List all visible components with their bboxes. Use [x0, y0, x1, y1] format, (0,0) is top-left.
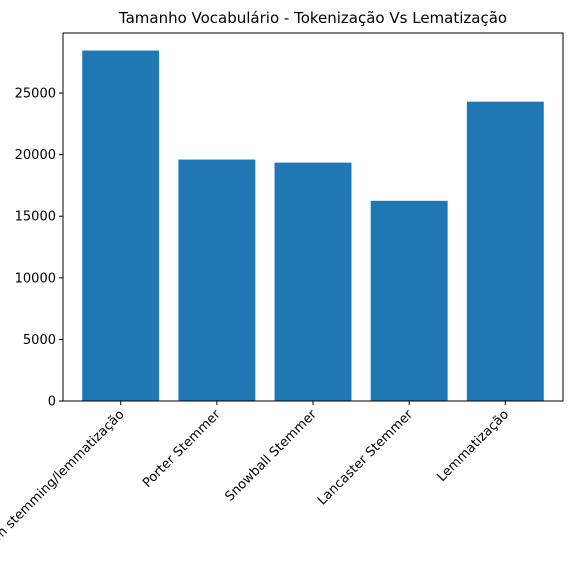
y-tick-label-5: 25000 [15, 87, 56, 102]
plot-frame [62, 32, 564, 402]
chart-title: Tamanho Vocabulário - Tokenização Vs Lem… [118, 9, 507, 27]
x-tick-label-3: Lancaster Stemmer [315, 407, 417, 509]
x-tick-label-0: Sem stemming/lemmatização [0, 407, 128, 555]
y-tick-label-2: 10000 [15, 271, 56, 286]
y-axis: 0 5000 10000 15000 20000 25000 [15, 87, 63, 410]
y-tick-label-4: 20000 [15, 148, 56, 163]
bar-2 [274, 162, 352, 401]
bar-0 [82, 50, 160, 402]
bar-3 [370, 200, 448, 401]
bars [82, 50, 544, 402]
x-tick-label-2: Snowball Stemmer [222, 407, 320, 505]
x-axis: Sem stemming/lemmatização Porter StemmerS… [0, 401, 512, 555]
bar-1 [178, 159, 256, 401]
x-tick-label-4: Lemmatização [434, 407, 512, 485]
bar-4 [466, 101, 544, 401]
x-tick-label-1: Porter Stemmer [140, 407, 224, 491]
y-tick-label-3: 15000 [15, 210, 56, 225]
y-tick-label-1: 5000 [23, 333, 56, 348]
y-tick-label-0: 0 [48, 395, 56, 410]
